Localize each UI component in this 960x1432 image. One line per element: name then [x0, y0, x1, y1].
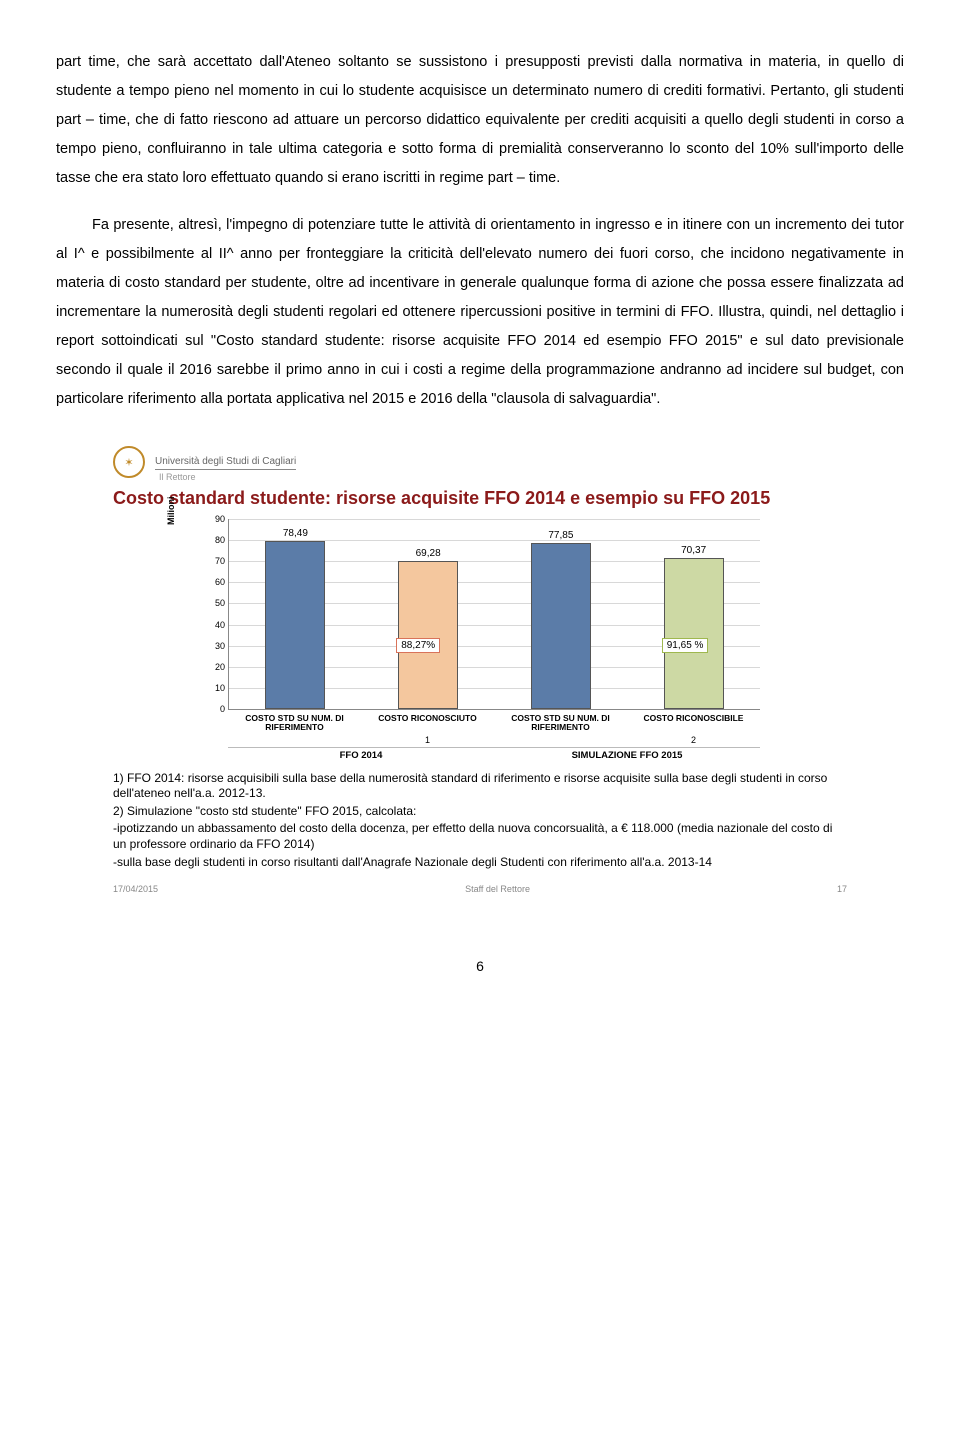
- slide-footer: 17/04/2015 Staff del Rettore 17: [113, 884, 847, 894]
- note-line: -sulla base degli studenti in corso risu…: [113, 855, 847, 871]
- rettore-label: Il Rettore: [159, 472, 847, 482]
- percentage-box: 91,65 %: [662, 638, 709, 653]
- x-sublabel: [499, 735, 621, 745]
- note-line: 2) Simulazione "costo std studente" FFO …: [113, 804, 847, 820]
- note-line: 1) FFO 2014: risorse acquisibili sulla b…: [113, 771, 847, 802]
- bar: [664, 558, 724, 709]
- y-tick: 90: [203, 514, 225, 524]
- slide-notes: 1) FFO 2014: risorse acquisibili sulla b…: [113, 771, 847, 871]
- y-tick: 20: [203, 662, 225, 672]
- y-axis-label: Milioni: [166, 497, 176, 526]
- x-sublabel: 1: [366, 735, 488, 745]
- bar-group: 69,28: [367, 548, 489, 709]
- bar-group: 78,49: [234, 528, 356, 709]
- x-label: COSTO STD SU NUM. DI RIFERIMENTO: [233, 714, 355, 733]
- y-tick: 40: [203, 620, 225, 630]
- university-name: Università degli Studi di Cagliari: [155, 454, 296, 470]
- x-sublabel: [233, 735, 355, 745]
- university-seal-icon: ✶: [113, 446, 145, 478]
- slide-title: Costo standard studente: risorse acquisi…: [113, 488, 847, 509]
- x-label: COSTO RICONOSCIUTO: [366, 714, 488, 733]
- bar-value-label: 69,28: [416, 548, 441, 559]
- y-tick: 50: [203, 598, 225, 608]
- footer-page: 17: [837, 884, 847, 894]
- y-tick: 30: [203, 641, 225, 651]
- x-group-label: FFO 2014: [239, 748, 484, 761]
- y-tick: 80: [203, 535, 225, 545]
- y-tick: 0: [203, 704, 225, 714]
- bar-chart: Milioni 010203040506070809078,4969,2877,…: [200, 519, 760, 761]
- bar-value-label: 70,37: [681, 545, 706, 556]
- bar: [398, 561, 458, 709]
- footer-date: 17/04/2015: [113, 884, 158, 894]
- x-sublabel: 2: [632, 735, 754, 745]
- x-label: COSTO STD SU NUM. DI RIFERIMENTO: [499, 714, 621, 733]
- bar-group: 77,85: [500, 530, 622, 709]
- page-number: 6: [56, 958, 904, 974]
- paragraph-2: Fa presente, altresì, l'impegno di poten…: [56, 211, 904, 414]
- paragraph-1: part time, che sarà accettato dall'Atene…: [56, 48, 904, 193]
- x-label: COSTO RICONOSCIBILE: [632, 714, 754, 733]
- bar-group: 70,37: [633, 545, 755, 709]
- bar: [531, 543, 591, 709]
- bar: [265, 541, 325, 709]
- x-group-label: SIMULAZIONE FFO 2015: [505, 748, 750, 761]
- footer-author: Staff del Rettore: [465, 884, 530, 894]
- bar-value-label: 78,49: [283, 528, 308, 539]
- bar-value-label: 77,85: [548, 530, 573, 541]
- y-tick: 70: [203, 556, 225, 566]
- y-tick: 10: [203, 683, 225, 693]
- slide-costo-standard: ✶ Università degli Studi di Cagliari Il …: [95, 438, 865, 906]
- note-line: -ipotizzando un abbassamento del costo d…: [113, 821, 847, 852]
- y-tick: 60: [203, 577, 225, 587]
- percentage-box: 88,27%: [396, 638, 440, 653]
